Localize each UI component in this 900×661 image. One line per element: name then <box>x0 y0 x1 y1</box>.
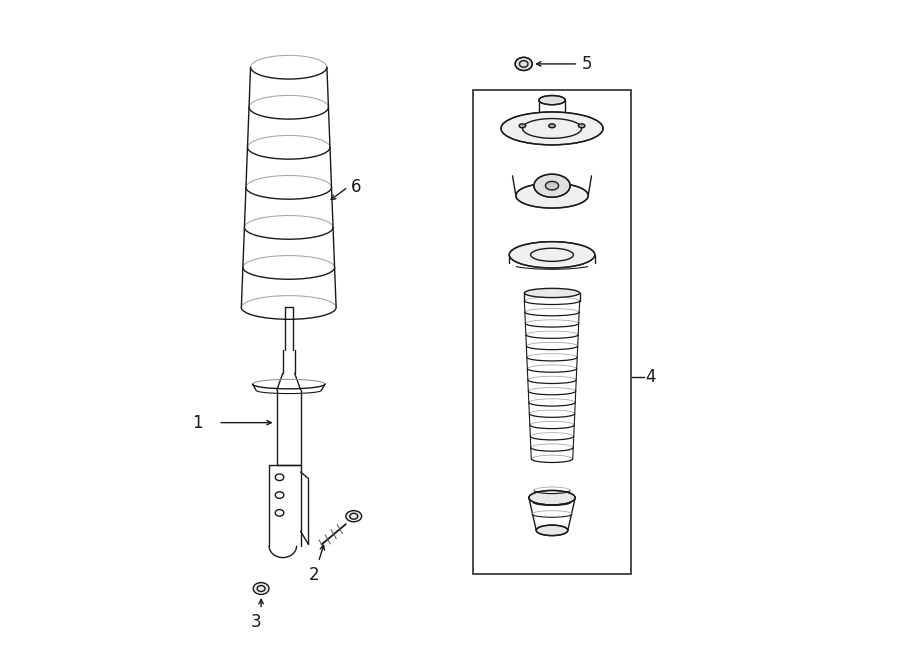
Text: 4: 4 <box>645 368 656 385</box>
Text: 6: 6 <box>351 178 362 196</box>
Ellipse shape <box>516 183 589 208</box>
Ellipse shape <box>536 525 568 535</box>
Ellipse shape <box>534 174 570 197</box>
Ellipse shape <box>545 181 559 190</box>
Ellipse shape <box>519 124 526 128</box>
Bar <box>473 91 631 574</box>
Ellipse shape <box>501 112 603 145</box>
Ellipse shape <box>539 96 565 104</box>
Ellipse shape <box>253 582 269 594</box>
Ellipse shape <box>579 124 585 128</box>
Text: 3: 3 <box>251 613 262 631</box>
Text: 5: 5 <box>581 55 592 73</box>
Text: 1: 1 <box>192 414 202 432</box>
Ellipse shape <box>346 510 362 522</box>
Text: 2: 2 <box>309 566 320 584</box>
Ellipse shape <box>549 124 555 128</box>
Ellipse shape <box>509 242 595 268</box>
Ellipse shape <box>515 58 532 71</box>
Ellipse shape <box>525 288 580 297</box>
Ellipse shape <box>529 490 575 505</box>
